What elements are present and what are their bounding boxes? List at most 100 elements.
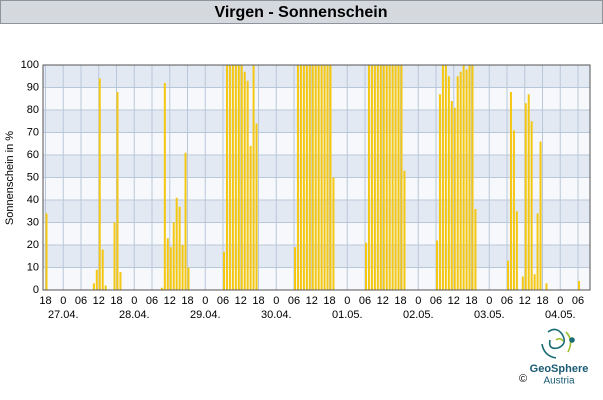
bar (169, 247, 172, 290)
copyright: © (519, 373, 527, 385)
date-label: 04.05. (545, 309, 576, 321)
bar (231, 65, 234, 290)
bar (311, 65, 314, 290)
date-label: 30.04. (261, 309, 292, 321)
x-tick-label: 18 (252, 295, 264, 307)
x-tick-label: 06 (75, 295, 87, 307)
bar (365, 242, 367, 290)
y-tick-label: 60 (27, 149, 39, 161)
bar (223, 251, 225, 290)
bar (512, 130, 515, 290)
bar (507, 260, 509, 290)
date-label: 03.05. (474, 309, 505, 321)
bar (459, 71, 462, 290)
bar (370, 65, 373, 290)
bar (98, 78, 101, 290)
y-tick-label: 70 (27, 126, 39, 138)
x-tick-label: 06 (501, 295, 513, 307)
bar (252, 65, 255, 290)
bar (181, 245, 184, 290)
bar (116, 92, 119, 290)
bar (539, 141, 542, 290)
bar (45, 213, 48, 290)
bar (394, 65, 397, 290)
bar (225, 65, 228, 290)
date-label: 27.04. (48, 309, 79, 321)
bar (163, 83, 166, 290)
bar (462, 65, 465, 290)
bar (515, 211, 518, 290)
x-tick-label: 18 (181, 295, 193, 307)
bar (302, 65, 305, 290)
bar (172, 222, 175, 290)
y-tick-label: 90 (27, 81, 39, 93)
logo-subtext: Austria (543, 376, 575, 387)
bar (95, 269, 98, 290)
x-tick-label: 06 (146, 295, 158, 307)
bar (471, 65, 474, 290)
bar (403, 170, 406, 290)
x-tick-label: 12 (306, 295, 318, 307)
y-axis-label: Sonnenschein in % (4, 131, 16, 225)
bar (376, 65, 379, 290)
bar (294, 247, 296, 290)
bar (444, 65, 447, 290)
bar (509, 92, 512, 290)
x-tick-label: 06 (288, 295, 300, 307)
bar (255, 123, 258, 290)
x-tick-label: 0 (273, 295, 279, 307)
x-tick-label: 18 (39, 295, 51, 307)
y-tick-label: 0 (33, 284, 39, 296)
y-tick-label: 80 (27, 104, 39, 116)
bar (465, 69, 468, 290)
bar (385, 65, 388, 290)
bar (453, 107, 456, 290)
date-label: 02.05. (403, 309, 434, 321)
x-tick-label: 18 (394, 295, 406, 307)
bar (521, 276, 524, 290)
bar (397, 65, 400, 290)
bar (323, 65, 326, 290)
bar (367, 65, 370, 290)
logo-text: GeoSphere (530, 363, 589, 375)
plot-border (42, 64, 591, 291)
x-tick-label: 06 (572, 295, 584, 307)
bar (438, 94, 441, 290)
bar (234, 65, 237, 290)
bar (166, 238, 169, 290)
bar (175, 197, 178, 290)
bar (382, 65, 385, 290)
bar (474, 209, 477, 290)
bar (530, 121, 533, 290)
x-tick-label: 06 (430, 295, 442, 307)
x-tick-label: 12 (377, 295, 389, 307)
bar (119, 272, 122, 290)
bar (228, 65, 231, 290)
bar (441, 65, 444, 290)
bar (388, 65, 391, 290)
bar (187, 267, 190, 290)
x-tick-label: 0 (60, 295, 66, 307)
x-tick-label: 12 (235, 295, 247, 307)
bar (184, 152, 187, 290)
x-tick-label: 12 (519, 295, 531, 307)
x-tick-label: 0 (344, 295, 350, 307)
x-tick-label: 06 (217, 295, 229, 307)
x-tick-label: 0 (415, 295, 421, 307)
bar (92, 283, 95, 290)
bar (160, 287, 163, 290)
date-label: 01.05. (332, 309, 363, 321)
bar (314, 65, 317, 290)
bar (246, 80, 249, 290)
y-tick-label: 40 (27, 194, 39, 206)
x-tick-label: 0 (202, 295, 208, 307)
bar (240, 65, 243, 290)
bar (379, 65, 382, 290)
bar (299, 65, 302, 290)
bar (296, 65, 299, 290)
bar (373, 65, 376, 290)
bar (320, 65, 323, 290)
bar (104, 285, 107, 290)
bar (447, 76, 450, 290)
